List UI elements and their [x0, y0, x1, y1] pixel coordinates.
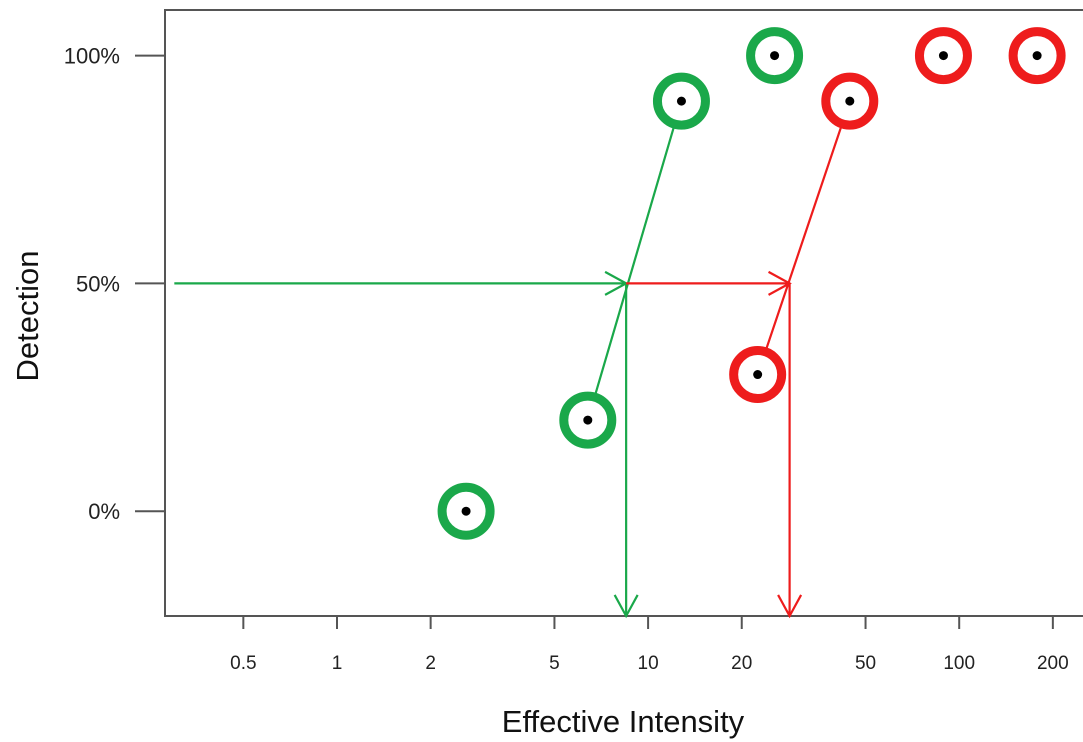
point-center-dot	[1032, 51, 1042, 61]
threshold-arrows	[174, 270, 803, 619]
x-tick-label: 5	[549, 653, 560, 674]
fit-lines	[586, 100, 851, 421]
arrow	[626, 270, 792, 296]
arrow-head	[777, 594, 803, 619]
arrow-head	[613, 594, 639, 619]
plot-frame	[164, 9, 1083, 617]
y-tick-label: 0%	[88, 499, 120, 524]
x-tick-label: 50	[855, 653, 876, 674]
x-tick-label: 2	[425, 653, 436, 674]
point-center-dot	[753, 370, 763, 380]
data-point-series-2	[821, 72, 879, 130]
point-center-dot	[770, 51, 780, 61]
point-center-dot	[461, 506, 471, 516]
data-points	[437, 27, 1066, 540]
point-center-dot	[583, 415, 593, 425]
point-center-dot	[845, 96, 855, 106]
point-center-dot	[676, 96, 686, 106]
y-tick-label: 50%	[76, 271, 120, 296]
arrow	[174, 270, 629, 296]
data-point-series-1	[746, 27, 804, 85]
y-axis: 0% 50% 100%	[64, 44, 165, 524]
data-point-series-1	[652, 72, 710, 130]
x-tick-label: 20	[731, 653, 752, 674]
arrow	[613, 283, 639, 619]
arrow	[777, 283, 803, 619]
y-axis-title: Detection	[10, 251, 45, 382]
data-point-series-2	[729, 346, 787, 404]
data-point-series-2	[914, 27, 972, 85]
x-tick-label: 0.5	[230, 653, 256, 674]
data-point-series-1	[559, 391, 617, 449]
x-axis: 0.5 1 2 5 10 20 50 100 200	[230, 616, 1069, 674]
fit-line-series-1	[586, 100, 683, 421]
x-tick-label: 200	[1037, 653, 1069, 674]
x-tick-label: 100	[943, 653, 975, 674]
fit-line-series-2	[756, 100, 851, 375]
x-tick-label: 1	[332, 653, 343, 674]
data-point-series-2	[1008, 27, 1066, 85]
data-point-series-1	[437, 482, 495, 540]
x-tick-label: 10	[638, 653, 659, 674]
point-center-dot	[938, 51, 948, 61]
x-axis-title: Effective Intensity	[502, 704, 745, 739]
y-tick-label: 100%	[64, 44, 120, 69]
